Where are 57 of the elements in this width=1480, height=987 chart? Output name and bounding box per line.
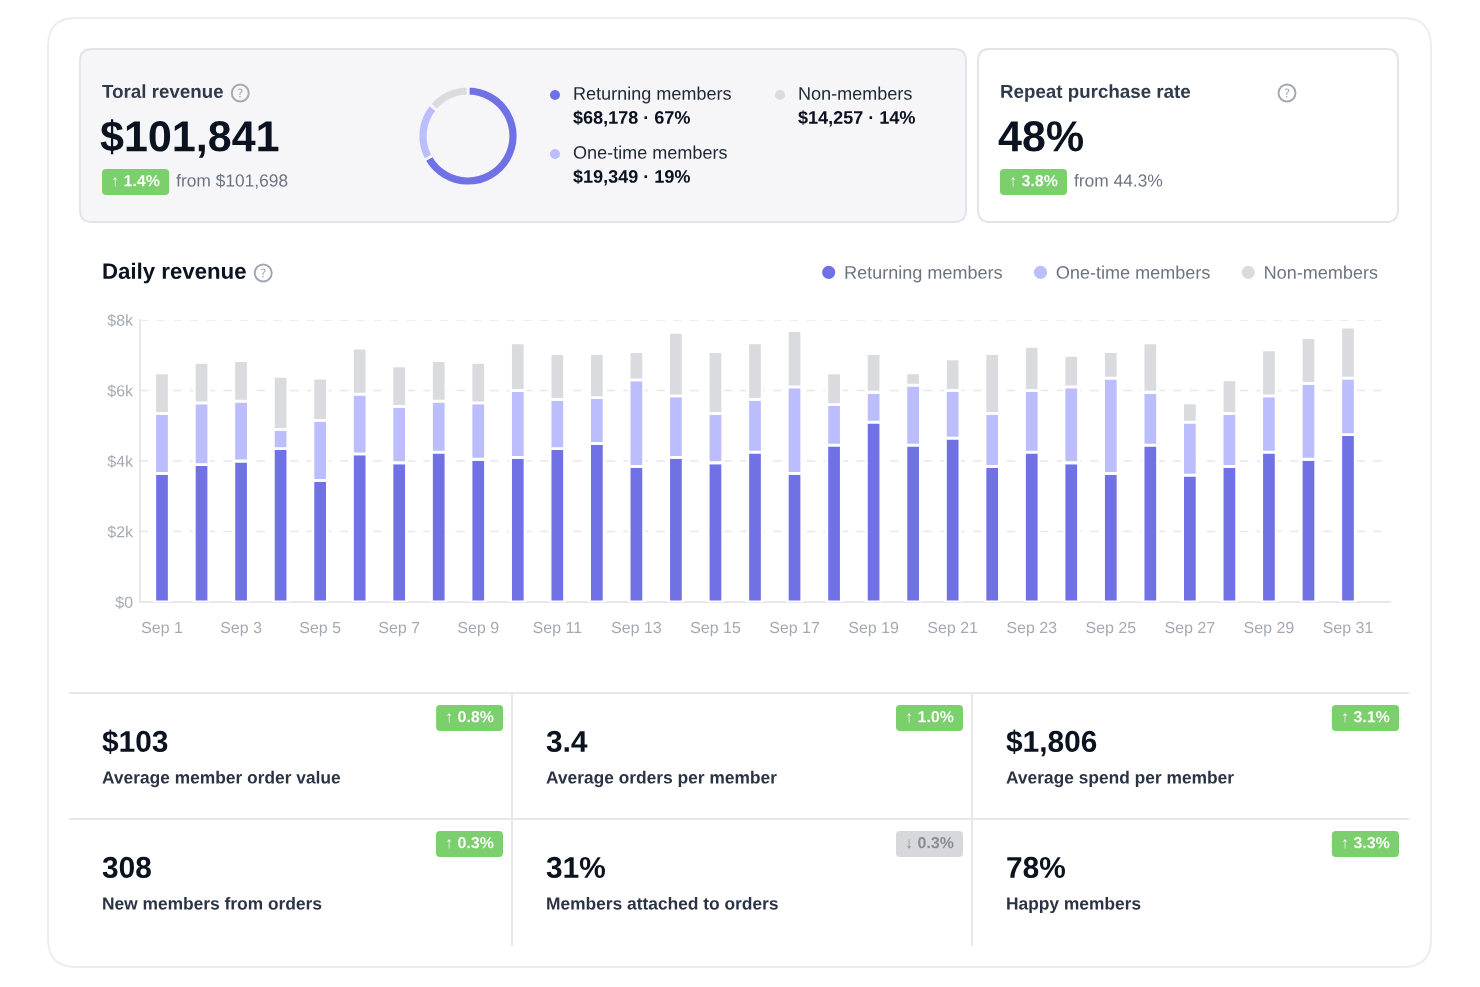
text: $1,806 — [1006, 729, 1097, 757]
x-tick-label: Sep 27 — [1165, 621, 1215, 637]
text: ↑ 1.0% — [907, 710, 954, 723]
x-tick-label: Sep 19 — [849, 621, 899, 637]
text: ↑ 3.1% — [1343, 710, 1390, 723]
text: 31% — [546, 856, 605, 879]
data-label: $19,349 · 19% — [573, 169, 690, 186]
text: Repeat purchase rate — [1001, 84, 1191, 102]
text: ↑ 1.4% — [113, 175, 160, 187]
text: $101,841 — [100, 119, 279, 158]
text: 78% — [1007, 856, 1065, 879]
data-label: $14,257 · 14% — [798, 110, 915, 127]
x-tick-label: Sep 11 — [533, 621, 582, 637]
x-tick-label: Sep 15 — [690, 621, 741, 637]
x-tick-label: Sep 3 — [220, 621, 262, 637]
legend-label: One-time members — [1056, 265, 1210, 279]
text: Toral revenue — [102, 84, 223, 99]
x-tick-label: Sep 9 — [458, 621, 499, 637]
text: ↑ 0.8% — [447, 710, 494, 723]
x-tick-label: Sep 1 — [141, 621, 183, 637]
legend-label: Non-members — [1265, 265, 1378, 279]
x-tick-label: Sep 13 — [611, 621, 662, 637]
y-tick-label: $8k — [107, 313, 134, 327]
text: Happy members — [1007, 896, 1141, 914]
text: Average orders per member — [546, 770, 777, 788]
text: 48% — [998, 121, 1084, 152]
text: 3.4 — [546, 730, 588, 753]
y-tick-label: $6k — [107, 384, 134, 398]
legend-label: Returning members — [845, 265, 1002, 283]
text: ↑ 3.8% — [1011, 174, 1058, 187]
x-tick-label: Sep 5 — [299, 621, 341, 637]
text: 308 — [102, 856, 151, 879]
text: from 44.3% — [1074, 173, 1163, 187]
x-tick-label: Sep 23 — [1007, 621, 1057, 637]
y-tick-label: $4k — [107, 454, 134, 468]
text: ↓ 0.3% — [907, 836, 954, 849]
legend-label: Non-members — [799, 86, 912, 100]
legend-label: Returning members — [574, 86, 731, 104]
text: ↑ 3.3% — [1343, 836, 1390, 849]
x-tick-label: Sep 29 — [1244, 621, 1294, 637]
x-tick-label: Sep 21 — [928, 621, 978, 637]
text: from $101,698 — [176, 173, 288, 189]
data-label: $68,178 · 67% — [573, 110, 690, 127]
chart-title: Daily revenue — [103, 262, 246, 284]
y-tick-label: $0 — [115, 595, 133, 609]
text: Average member order value — [102, 770, 341, 788]
y-tick-label: $2k — [107, 525, 134, 539]
x-tick-label: Sep 7 — [379, 621, 420, 637]
text: $103 — [102, 729, 168, 754]
x-tick-label: Sep 25 — [1086, 621, 1136, 637]
x-tick-label: Sep 17 — [769, 621, 820, 637]
x-tick-label: Sep 31 — [1323, 621, 1373, 637]
text: ↑ 0.3% — [447, 836, 494, 849]
legend-label: One-time members — [573, 145, 727, 159]
text: Members attached to orders — [547, 896, 778, 910]
text: Average spend per member — [1006, 770, 1234, 788]
text: New members from orders — [103, 896, 322, 910]
